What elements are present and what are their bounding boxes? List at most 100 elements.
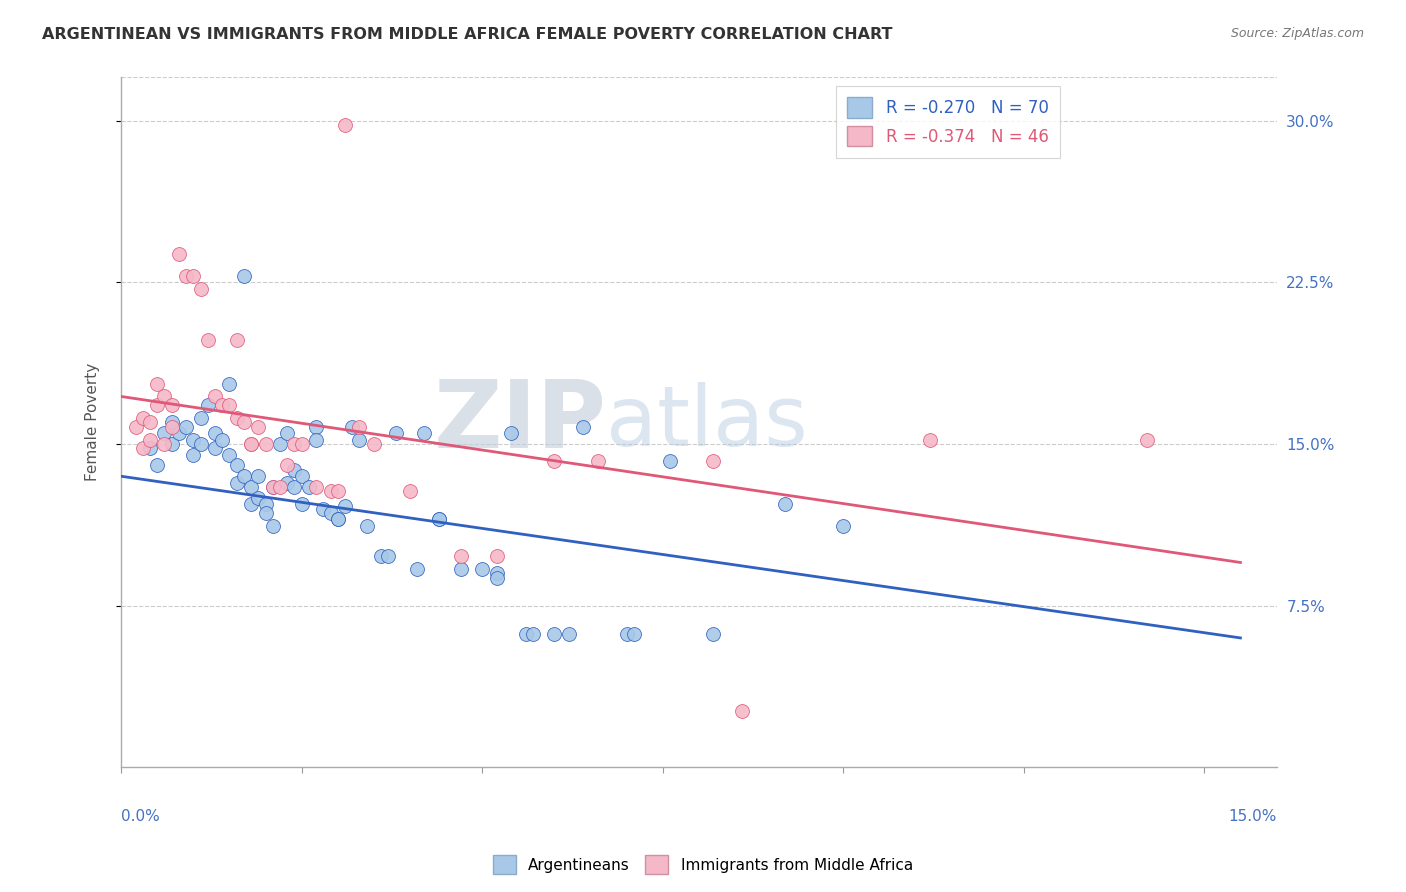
Point bbox=[558, 626, 581, 640]
Point bbox=[413, 426, 436, 441]
Point bbox=[775, 497, 797, 511]
Point bbox=[485, 566, 508, 581]
Point bbox=[139, 441, 162, 455]
Point bbox=[167, 426, 190, 441]
Text: 15.0%: 15.0% bbox=[1229, 809, 1277, 823]
Point bbox=[183, 433, 205, 447]
Point bbox=[312, 501, 335, 516]
Point bbox=[485, 549, 508, 563]
Point bbox=[204, 389, 226, 403]
Point bbox=[247, 469, 270, 483]
Point bbox=[269, 480, 291, 494]
Point bbox=[204, 426, 226, 441]
Point bbox=[543, 626, 565, 640]
Text: 0.0%: 0.0% bbox=[121, 809, 160, 823]
Point bbox=[262, 480, 284, 494]
Point bbox=[363, 437, 385, 451]
Point bbox=[160, 419, 183, 434]
Point bbox=[276, 475, 298, 490]
Point bbox=[333, 118, 356, 132]
Point bbox=[160, 398, 183, 412]
Point bbox=[702, 626, 724, 640]
Point bbox=[139, 433, 162, 447]
Point bbox=[333, 500, 356, 514]
Point bbox=[291, 469, 314, 483]
Point bbox=[232, 415, 254, 429]
Point bbox=[276, 458, 298, 473]
Point bbox=[291, 437, 314, 451]
Point bbox=[225, 411, 247, 425]
Point bbox=[160, 437, 183, 451]
Text: ARGENTINEAN VS IMMIGRANTS FROM MIDDLE AFRICA FEMALE POVERTY CORRELATION CHART: ARGENTINEAN VS IMMIGRANTS FROM MIDDLE AF… bbox=[42, 27, 893, 42]
Point bbox=[918, 433, 941, 447]
Point bbox=[146, 398, 169, 412]
Point bbox=[197, 334, 219, 348]
Point bbox=[160, 415, 183, 429]
Point bbox=[240, 480, 263, 494]
Text: atlas: atlas bbox=[606, 382, 808, 463]
Point bbox=[283, 463, 305, 477]
Point bbox=[174, 268, 197, 283]
Point bbox=[623, 626, 645, 640]
Point bbox=[326, 512, 349, 526]
Point bbox=[225, 458, 247, 473]
Point bbox=[377, 549, 399, 563]
Point bbox=[305, 480, 328, 494]
Point bbox=[262, 518, 284, 533]
Point bbox=[139, 415, 162, 429]
Point bbox=[269, 437, 291, 451]
Point bbox=[298, 480, 321, 494]
Point bbox=[153, 389, 176, 403]
Point bbox=[240, 437, 263, 451]
Point bbox=[276, 426, 298, 441]
Point bbox=[406, 562, 429, 576]
Point bbox=[254, 506, 277, 520]
Point bbox=[450, 549, 472, 563]
Point bbox=[283, 480, 305, 494]
Point bbox=[319, 506, 342, 520]
Point bbox=[658, 454, 681, 468]
Point bbox=[146, 376, 169, 391]
Text: ZIP: ZIP bbox=[433, 376, 606, 468]
Point bbox=[326, 484, 349, 499]
Point bbox=[254, 437, 277, 451]
Point bbox=[183, 268, 205, 283]
Point bbox=[197, 398, 219, 412]
Point bbox=[240, 497, 263, 511]
Point bbox=[832, 518, 855, 533]
Point bbox=[370, 549, 392, 563]
Point bbox=[319, 484, 342, 499]
Point bbox=[247, 419, 270, 434]
Point bbox=[232, 268, 254, 283]
Point bbox=[485, 570, 508, 584]
Point bbox=[1135, 433, 1157, 447]
Point bbox=[731, 704, 754, 718]
Point bbox=[204, 441, 226, 455]
Point bbox=[146, 458, 169, 473]
Point bbox=[384, 426, 406, 441]
Point bbox=[211, 433, 233, 447]
Point bbox=[349, 419, 371, 434]
Point bbox=[356, 518, 378, 533]
Legend: R = -0.270   N = 70, R = -0.374   N = 46: R = -0.270 N = 70, R = -0.374 N = 46 bbox=[835, 86, 1060, 158]
Point bbox=[225, 475, 247, 490]
Point bbox=[174, 419, 197, 434]
Point bbox=[247, 491, 270, 505]
Point bbox=[702, 454, 724, 468]
Point bbox=[167, 247, 190, 261]
Point bbox=[291, 497, 314, 511]
Point bbox=[211, 398, 233, 412]
Point bbox=[232, 469, 254, 483]
Point bbox=[450, 562, 472, 576]
Point bbox=[349, 433, 371, 447]
Point bbox=[218, 398, 240, 412]
Point bbox=[124, 419, 146, 434]
Point bbox=[218, 376, 240, 391]
Y-axis label: Female Poverty: Female Poverty bbox=[86, 363, 100, 482]
Point bbox=[153, 437, 176, 451]
Point bbox=[225, 334, 247, 348]
Point bbox=[616, 626, 638, 640]
Point bbox=[305, 433, 328, 447]
Point bbox=[283, 437, 305, 451]
Point bbox=[586, 454, 609, 468]
